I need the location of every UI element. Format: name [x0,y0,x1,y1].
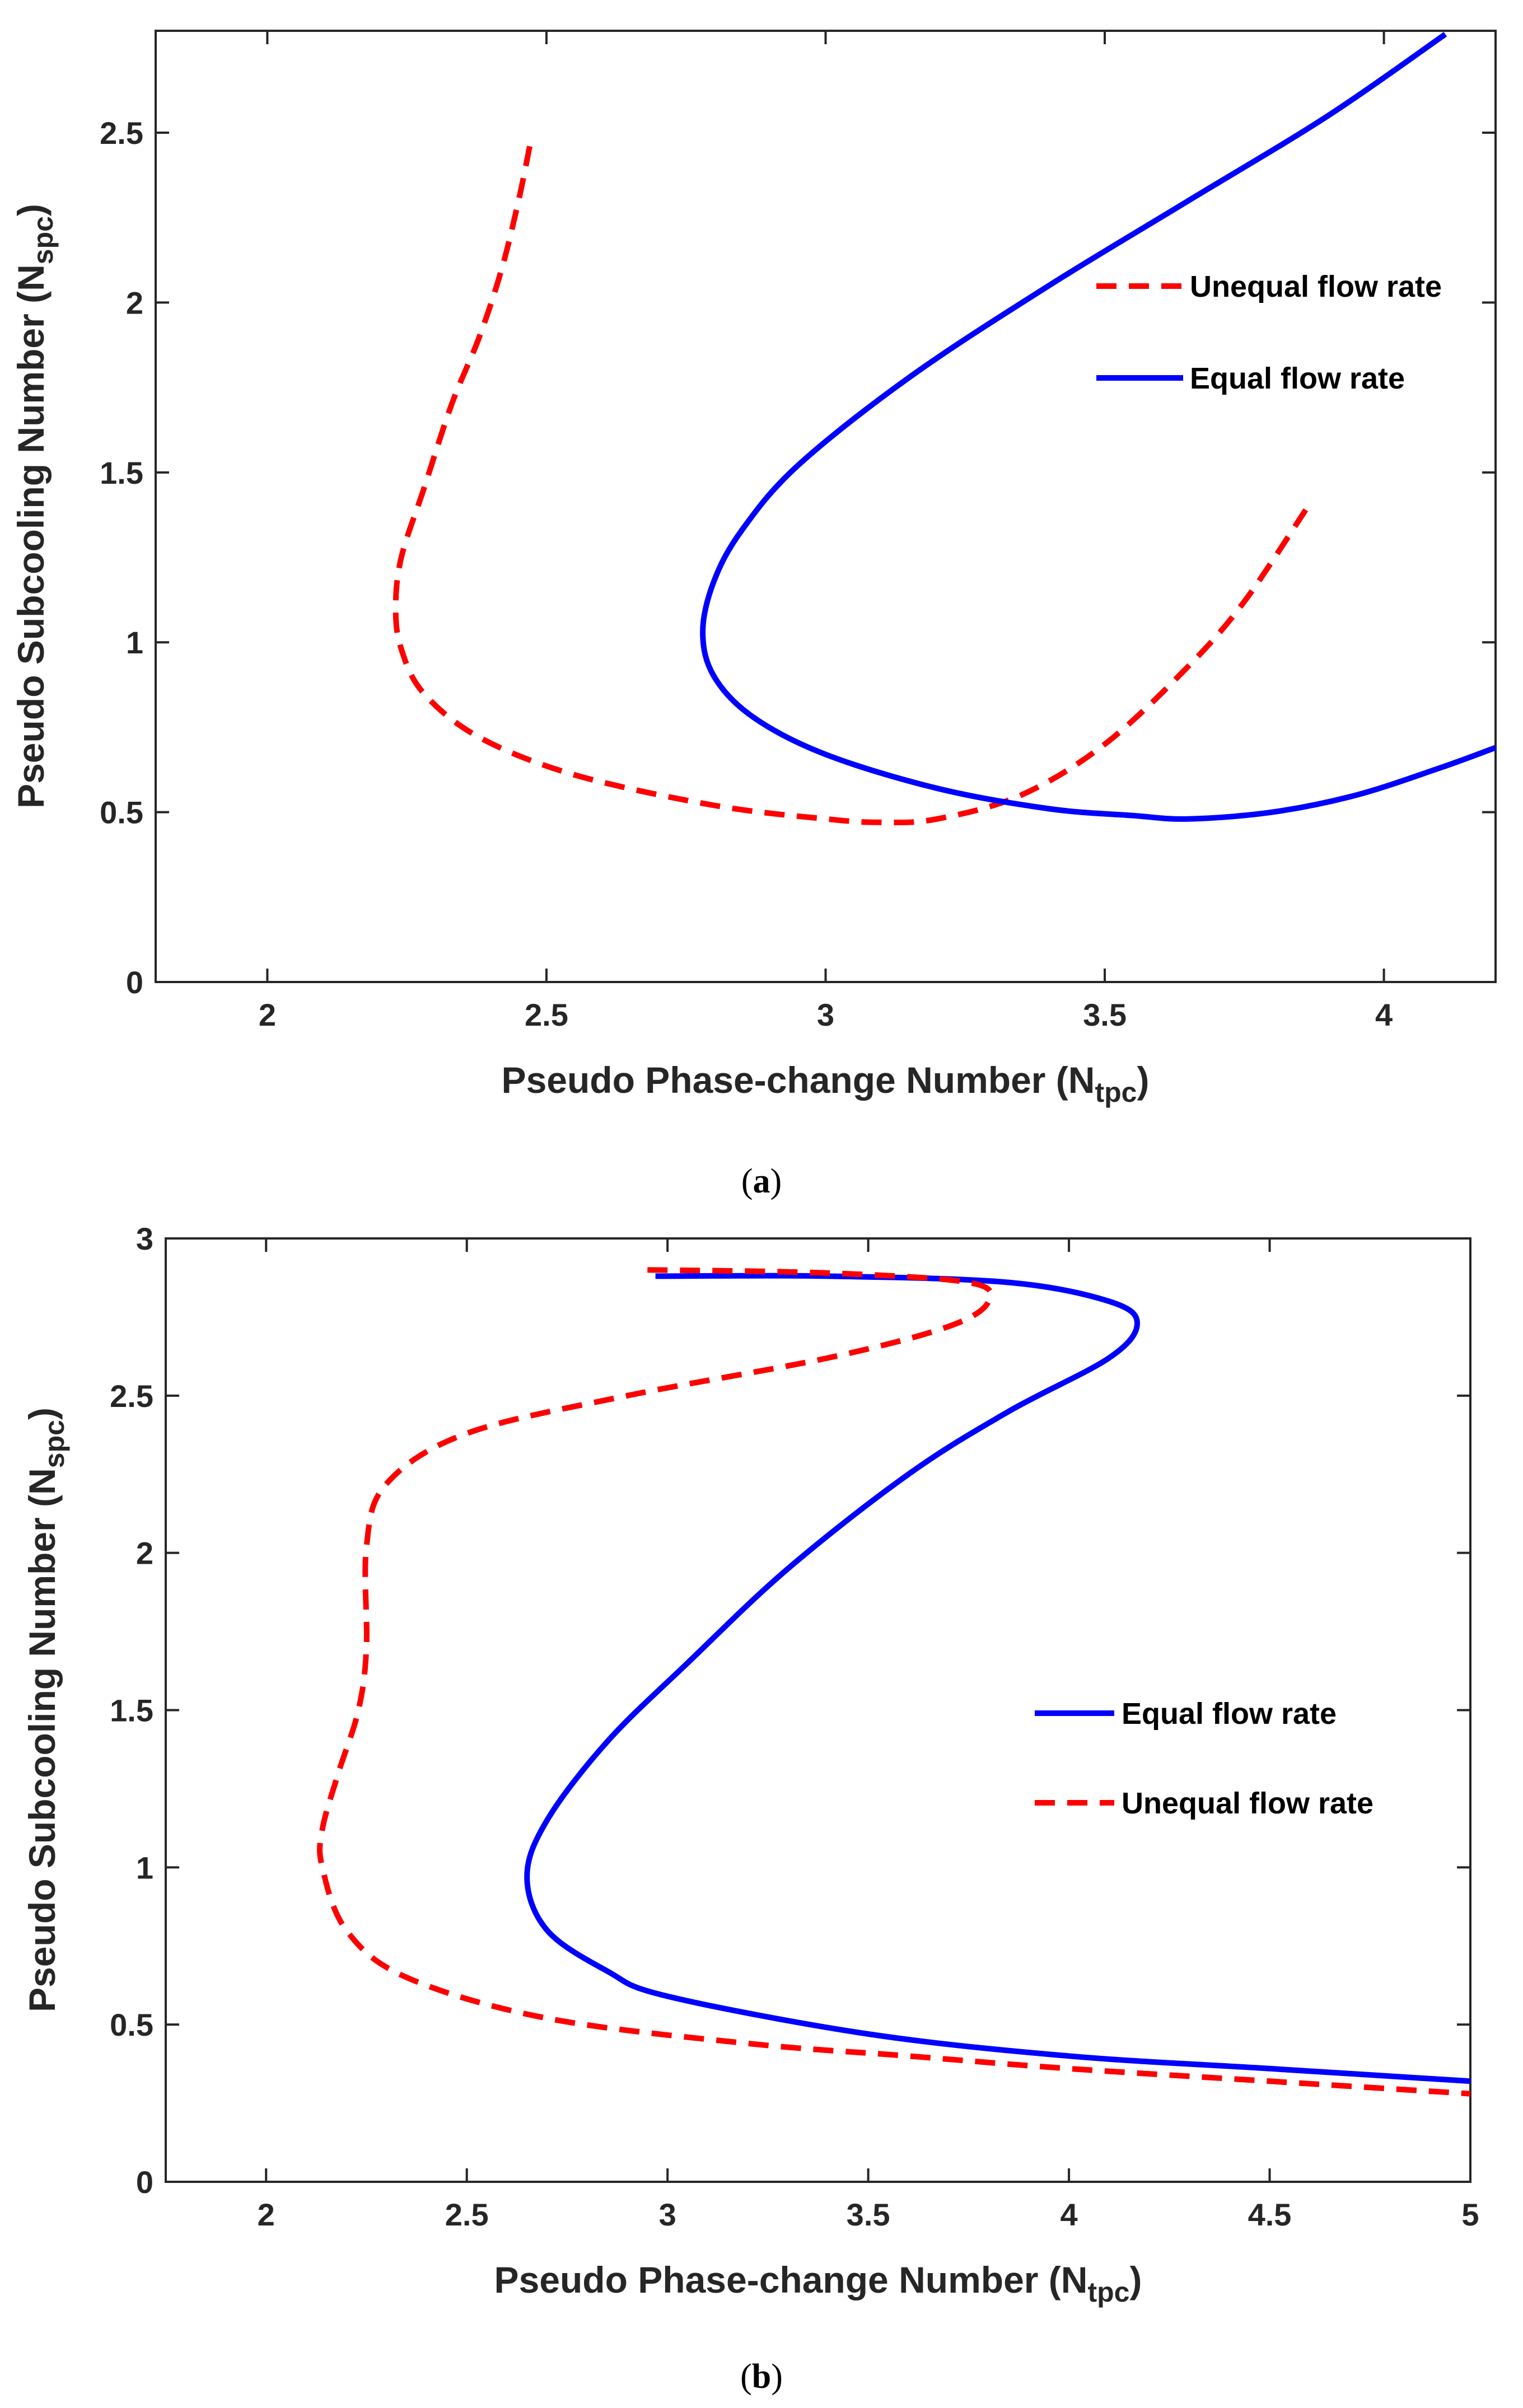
x-axis-ticks-b: 2 2.5 3 3.5 4 4.5 5 [258,1238,1479,2232]
x-tick-label: 4 [1375,997,1393,1032]
x-tick-label: 2.5 [525,997,568,1032]
series-line-unequal-flow-rate [317,1267,1471,2097]
x-axis-label-a: Pseudo Phase-change Number (Ntpc) [502,1059,1150,1108]
x-tick-label: 2 [259,997,276,1032]
series-line-equal-flow-rate [524,1273,1471,2084]
y-tick-label: 2.5 [110,1378,153,1414]
caption-a: (a) [741,1162,782,1200]
x-tick-label: 2.5 [445,2197,489,2232]
x-tick-label: 2 [258,2197,275,2232]
caption-b: (b) [740,2358,783,2396]
x-tick-label: 3 [659,2197,676,2232]
y-tick-label: 0 [136,2164,153,2200]
y-tick-label: 1 [126,625,143,660]
chart-panel-b: 2 2.5 3 3.5 4 4.5 5 0 0.5 1 1.5 2 2.5 3 Equal flow r… [21,1221,1479,2396]
series-group-a [393,31,1497,826]
series-line-equal-flow-rate [700,31,1497,822]
x-tick-label: 3.5 [847,2197,890,2232]
y-tick-label: 3 [136,1221,153,1256]
y-tick-label: 0 [126,965,143,1000]
legend-b-label-unequal: Unequal flow rate [1122,1787,1373,1820]
y-tick-label: 1.5 [110,1693,153,1728]
y-tick-label: 0.5 [100,795,143,830]
legend-b: Equal flow rate Unequal flow rate [1035,1697,1373,1820]
y-tick-label: 1.5 [100,455,143,490]
y-tick-label: 1 [136,1850,153,1885]
legend-a-label-equal: Equal flow rate [1190,362,1405,395]
plot-area-a [155,30,1497,983]
y-tick-label: 2.5 [100,115,143,151]
series-group-b [317,1267,1471,2097]
legend-a: Unequal flow rate Equal flow rate [1096,270,1442,395]
x-tick-label: 3.5 [1083,997,1127,1032]
y-axis-ticks-b: 0 0.5 1 1.5 2 2.5 3 [110,1221,1470,2200]
legend-a-label-unequal: Unequal flow rate [1190,270,1442,303]
y-tick-label: 2 [136,1536,153,1571]
x-axis-label-b: Pseudo Phase-change Number (Ntpc) [494,2259,1142,2308]
y-axis-label-a: Pseudo Subcooling Number (Nspc) [10,204,59,808]
x-tick-label: 4 [1060,2197,1077,2232]
x-axis-ticks-a: 2 2.5 3 3.5 4 [259,31,1393,1032]
series-line-unequal-flow-rate [393,146,1309,826]
chart-panel-a: 2 2.5 3 3.5 4 0 0.5 1 1.5 2 2.5 Unequal flow rate… [10,30,1497,1200]
y-tick-label: 0.5 [110,2007,153,2042]
y-axis-label-b: Pseudo Subcooling Number (Nspc) [21,1408,70,2012]
x-tick-label: 4.5 [1248,2197,1292,2232]
y-tick-label: 2 [126,285,143,320]
legend-b-label-equal: Equal flow rate [1122,1697,1337,1731]
y-axis-ticks-a: 0 0.5 1 1.5 2 2.5 [100,115,1496,1000]
x-tick-label: 5 [1461,2197,1479,2232]
x-tick-label: 3 [817,997,834,1032]
